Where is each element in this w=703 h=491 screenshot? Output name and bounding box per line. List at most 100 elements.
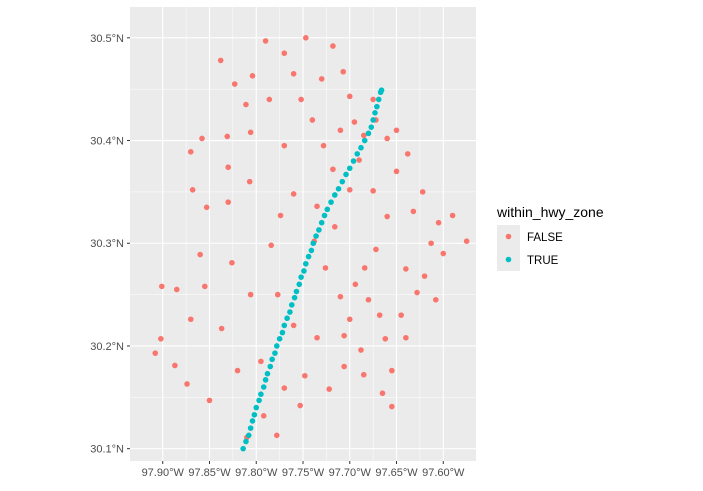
y-tick-label: 30.1°N — [90, 444, 124, 456]
data-point-false — [231, 81, 238, 87]
legend-label-true: TRUE — [527, 255, 559, 267]
data-point-false — [158, 335, 164, 342]
legend-marker-true — [505, 256, 512, 263]
data-point-false — [152, 350, 159, 356]
data-point-false — [346, 187, 353, 193]
data-point-false — [189, 187, 196, 193]
data-point-false — [341, 332, 347, 339]
x-tick-label: 97.60°W — [422, 467, 465, 479]
data-point-false — [393, 168, 400, 175]
data-point-false — [290, 70, 297, 77]
data-point-true — [372, 109, 378, 116]
data-point-false — [225, 164, 231, 171]
data-point-false — [361, 265, 368, 271]
data-point-false — [379, 390, 386, 397]
data-point-false — [266, 96, 273, 103]
data-point-true — [339, 178, 346, 185]
data-point-true — [260, 384, 267, 390]
data-point-true — [296, 281, 303, 288]
data-point-true — [293, 288, 300, 295]
data-point-false — [249, 73, 256, 79]
data-point-false — [218, 325, 225, 332]
data-point-true — [301, 268, 307, 274]
legend-marker-false — [505, 233, 512, 240]
data-point-false — [262, 38, 269, 44]
data-point-false — [393, 127, 400, 134]
data-point-false — [187, 149, 194, 155]
data-point-false — [199, 135, 205, 142]
data-point-false — [274, 432, 280, 439]
y-tick-label: 30.2°N — [90, 341, 124, 353]
data-point-false — [320, 142, 327, 149]
data-point-false — [337, 293, 344, 300]
data-point-false — [356, 157, 362, 163]
data-point-false — [326, 386, 332, 392]
data-point-false — [389, 367, 395, 374]
y-tick-label: 30.5°N — [90, 33, 124, 45]
data-point-false — [360, 371, 367, 378]
data-point-true — [350, 158, 357, 164]
data-point-false — [340, 68, 347, 75]
data-point-true — [335, 186, 342, 192]
data-point-false — [309, 117, 316, 123]
data-point-false — [247, 129, 254, 136]
data-point-false — [410, 208, 417, 215]
data-point-true — [378, 87, 385, 93]
data-point-false — [346, 316, 353, 323]
data-point-true — [331, 192, 338, 198]
data-point-false — [217, 57, 224, 64]
data-point-false — [303, 35, 309, 41]
data-point-false — [203, 204, 210, 211]
data-point-true — [375, 96, 382, 103]
data-point-true — [272, 350, 278, 356]
data-point-false — [463, 238, 470, 244]
data-point-true — [240, 445, 246, 452]
data-point-true — [305, 253, 312, 260]
data-point-false — [389, 403, 395, 410]
data-point-false — [432, 296, 439, 303]
data-point-false — [274, 291, 281, 298]
data-point-false — [158, 283, 165, 290]
data-point-false — [341, 363, 347, 370]
data-point-false — [419, 189, 426, 195]
x-axis: 97.90°W 97.85°W 97.80°W 97.75°W 97.70°W 97.65… — [142, 461, 465, 479]
data-point-false — [290, 191, 297, 197]
data-point-false — [373, 246, 379, 253]
data-point-false — [268, 242, 275, 249]
data-point-false — [414, 289, 420, 296]
data-point-false — [184, 381, 190, 387]
data-point-true — [258, 391, 264, 398]
data-point-false — [404, 151, 411, 157]
data-point-true — [358, 144, 364, 151]
data-point-true — [243, 438, 249, 445]
data-point-true — [318, 219, 325, 226]
data-point-false — [290, 322, 297, 329]
data-point-false — [403, 266, 409, 272]
series-true-points — [240, 87, 385, 452]
data-point-true — [284, 315, 290, 322]
data-point-false — [330, 43, 336, 49]
data-point-true — [245, 432, 252, 439]
data-point-true — [262, 377, 269, 383]
data-point-false — [365, 296, 372, 303]
data-point-true — [276, 335, 283, 342]
y-axis: 30.1°N 30.2°N 30.3°N 30.4°N 30.5°N — [90, 33, 130, 456]
data-point-false — [346, 93, 353, 100]
data-point-true — [361, 137, 368, 144]
data-point-false — [398, 312, 404, 318]
data-point-true — [264, 370, 271, 377]
data-point-true — [253, 404, 260, 411]
data-point-true — [316, 227, 322, 233]
data-point-false — [337, 127, 344, 134]
series-false-points — [152, 35, 470, 441]
x-tick-label: 97.80°W — [235, 467, 278, 479]
data-point-false — [281, 385, 288, 391]
data-point-false — [370, 188, 376, 194]
data-point-true — [354, 151, 361, 157]
data-point-false — [298, 96, 304, 103]
data-point-false — [382, 335, 389, 342]
data-point-true — [288, 302, 295, 308]
data-point-false — [376, 312, 383, 318]
data-point-true — [249, 418, 256, 424]
